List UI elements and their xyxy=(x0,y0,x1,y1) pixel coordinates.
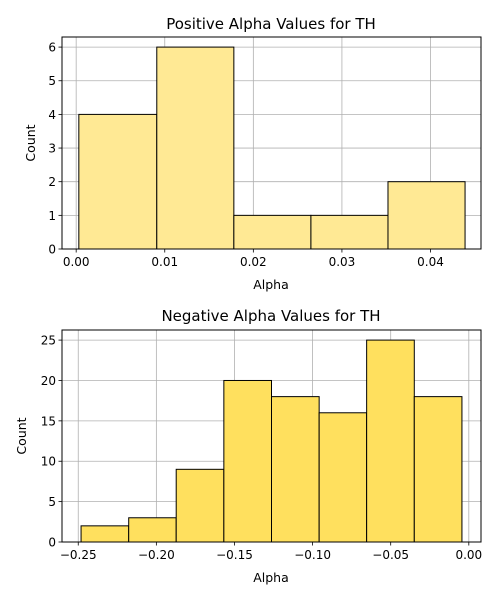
plot-frame xyxy=(61,36,482,250)
bars xyxy=(78,46,466,250)
negative-alpha-chart: Negative Alpha Values for TH −0.25 −0.20−… xyxy=(14,307,482,585)
histogram-bar xyxy=(318,412,368,543)
x-axis-label: Alpha xyxy=(253,277,289,292)
x-tick-label: −0.15 xyxy=(216,548,253,562)
y-tick-label: 0 xyxy=(48,536,56,550)
x-ticks: −0.25 −0.20 −0.15 −0.10 −0.05 0.00 xyxy=(60,542,482,562)
x-tick-label: 0.00 xyxy=(455,548,482,562)
x-tick-label: 0.01 xyxy=(151,255,178,269)
histogram-bar xyxy=(413,396,463,543)
x-tick-label: −0.05 xyxy=(372,548,409,562)
x-tick-label: −0.25 xyxy=(60,548,97,562)
y-tick-label: 5 xyxy=(48,74,56,88)
x-tick-label: 0.00 xyxy=(63,255,90,269)
x-ticks: 0.00 0.01 0.02 0.03 0.04 xyxy=(63,249,444,269)
y-axis-label: Count xyxy=(23,124,38,161)
y-tick-label: 6 xyxy=(48,41,56,55)
x-tick-label: 0.04 xyxy=(417,255,444,269)
histogram-bar xyxy=(233,214,312,250)
histogram-bar xyxy=(223,379,273,543)
x-tick-label: 0.02 xyxy=(240,255,267,269)
chart-title: Positive Alpha Values for TH xyxy=(166,15,376,33)
histogram-bar xyxy=(156,46,235,250)
x-tick-label: −0.10 xyxy=(294,548,331,562)
y-ticks: 0 5 10 15 20 25 xyxy=(41,334,62,550)
chart-title: Negative Alpha Values for TH xyxy=(161,307,380,325)
y-tick-label: 3 xyxy=(48,142,56,156)
histogram-bar xyxy=(310,214,389,250)
y-ticks: 0 1 2 3 4 5 6 xyxy=(48,41,62,257)
y-tick-label: 15 xyxy=(41,414,56,428)
histogram-bar xyxy=(175,468,225,543)
x-tick-label: 0.03 xyxy=(329,255,356,269)
bars xyxy=(80,339,463,543)
histogram-bar xyxy=(128,517,177,543)
histogram-bar xyxy=(366,339,415,543)
histogram-bar xyxy=(80,525,130,543)
positive-alpha-chart: Positive Alpha Values for TH 0.00 0.01 0.0… xyxy=(23,15,482,292)
y-tick-label: 4 xyxy=(48,108,56,122)
y-tick-label: 10 xyxy=(41,455,56,469)
y-tick-label: 25 xyxy=(41,334,56,348)
y-tick-label: 20 xyxy=(41,374,56,388)
y-tick-label: 2 xyxy=(48,175,56,189)
y-tick-label: 0 xyxy=(48,243,56,257)
x-axis-label: Alpha xyxy=(253,570,289,585)
y-axis-label: Count xyxy=(14,417,29,454)
y-tick-label: 1 xyxy=(48,209,56,223)
y-tick-label: 5 xyxy=(48,495,56,509)
histogram-bar xyxy=(271,396,320,543)
x-tick-label: −0.20 xyxy=(138,548,175,562)
histogram-bar xyxy=(387,181,466,250)
histogram-bar xyxy=(78,113,158,250)
plot-frame xyxy=(61,329,482,543)
